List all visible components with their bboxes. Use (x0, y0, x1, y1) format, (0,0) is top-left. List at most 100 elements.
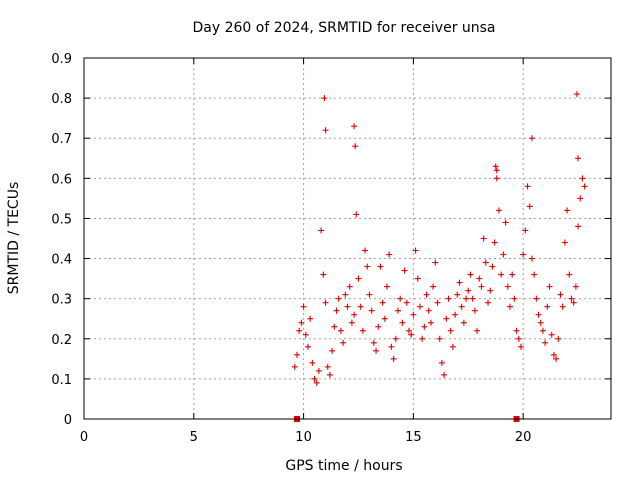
data-point (561, 239, 568, 246)
y-tick-label: 0.4 (51, 253, 72, 268)
data-point (364, 263, 371, 270)
data-point (320, 271, 327, 278)
data-point (575, 155, 582, 162)
data-point (487, 287, 494, 294)
data-point (492, 163, 499, 170)
data-point (524, 183, 531, 190)
data-point (465, 287, 472, 294)
data-point (304, 343, 311, 350)
x-tick-label: 0 (80, 430, 88, 445)
data-point (509, 271, 516, 278)
data-point (386, 251, 393, 258)
data-point (522, 227, 529, 234)
data-point (493, 167, 500, 174)
data-point (548, 331, 555, 338)
data-point (357, 303, 364, 310)
data-point (326, 371, 333, 378)
data-point (375, 323, 382, 330)
y-tick-label: 0.5 (51, 212, 72, 227)
data-point (456, 279, 463, 286)
data-point (441, 371, 448, 378)
data-point (430, 283, 437, 290)
data-point (493, 175, 500, 182)
data-point (401, 267, 408, 274)
y-tick-label: 0.8 (51, 92, 72, 107)
data-point (452, 311, 459, 318)
data-point (496, 207, 503, 214)
data-point (408, 331, 415, 338)
data-point (531, 271, 538, 278)
grid-lines (84, 58, 611, 419)
data-point (575, 223, 582, 230)
data-point (564, 207, 571, 214)
data-point (423, 291, 430, 298)
data-point (351, 123, 358, 130)
x-tick-label: 15 (405, 430, 422, 445)
data-point (555, 335, 562, 342)
data-point (298, 319, 305, 326)
data-point (498, 271, 505, 278)
data-point (568, 295, 575, 302)
data-point (474, 327, 481, 334)
data-point (353, 211, 360, 218)
data-point (504, 283, 511, 290)
data-point (355, 275, 362, 282)
data-point (395, 307, 402, 314)
data-point (577, 195, 584, 202)
data-point (572, 283, 579, 290)
data-point (300, 303, 307, 310)
data-point (340, 339, 347, 346)
data-point (307, 315, 314, 322)
data-point (542, 339, 549, 346)
data-point (390, 355, 397, 362)
data-point (335, 295, 342, 302)
data-point (373, 347, 380, 354)
data-point (515, 335, 522, 342)
data-point (520, 251, 527, 258)
data-point (469, 295, 476, 302)
data-point (506, 303, 513, 310)
data-point (544, 303, 551, 310)
data-point (511, 295, 518, 302)
data-point (296, 327, 303, 334)
data-point (553, 355, 560, 362)
data-point (579, 175, 586, 182)
data-point (438, 359, 445, 366)
y-tick-label: 0.1 (51, 373, 72, 388)
data-point (425, 307, 432, 314)
data-point (489, 263, 496, 270)
data-point (381, 315, 388, 322)
data-point (331, 323, 338, 330)
data-point (559, 303, 566, 310)
data-point (348, 319, 355, 326)
data-point (480, 235, 487, 242)
data-point (454, 291, 461, 298)
plot-frame (83, 57, 612, 420)
x-tick-label: 10 (295, 430, 312, 445)
data-point (485, 299, 492, 306)
data-point (482, 259, 489, 266)
chart-title: Day 260 of 2024, SRMTID for receiver uns… (192, 20, 495, 36)
x-axis-label: GPS time / hours (285, 458, 402, 474)
data-point (566, 271, 573, 278)
data-point (344, 303, 351, 310)
data-point (333, 307, 340, 314)
data-point (370, 339, 377, 346)
data-point (436, 335, 443, 342)
data-point (427, 319, 434, 326)
data-point (528, 255, 535, 262)
data-point (322, 299, 329, 306)
data-point (352, 143, 359, 150)
data-point (421, 323, 428, 330)
data-point (324, 363, 331, 370)
data-point (460, 319, 467, 326)
data-point (539, 327, 546, 334)
data-point (313, 379, 320, 386)
data-point (366, 291, 373, 298)
data-point (471, 307, 478, 314)
data-point (467, 271, 474, 278)
y-axis-label: SRMTID / TECUs (6, 182, 22, 295)
data-point (291, 363, 298, 370)
data-point (377, 263, 384, 270)
